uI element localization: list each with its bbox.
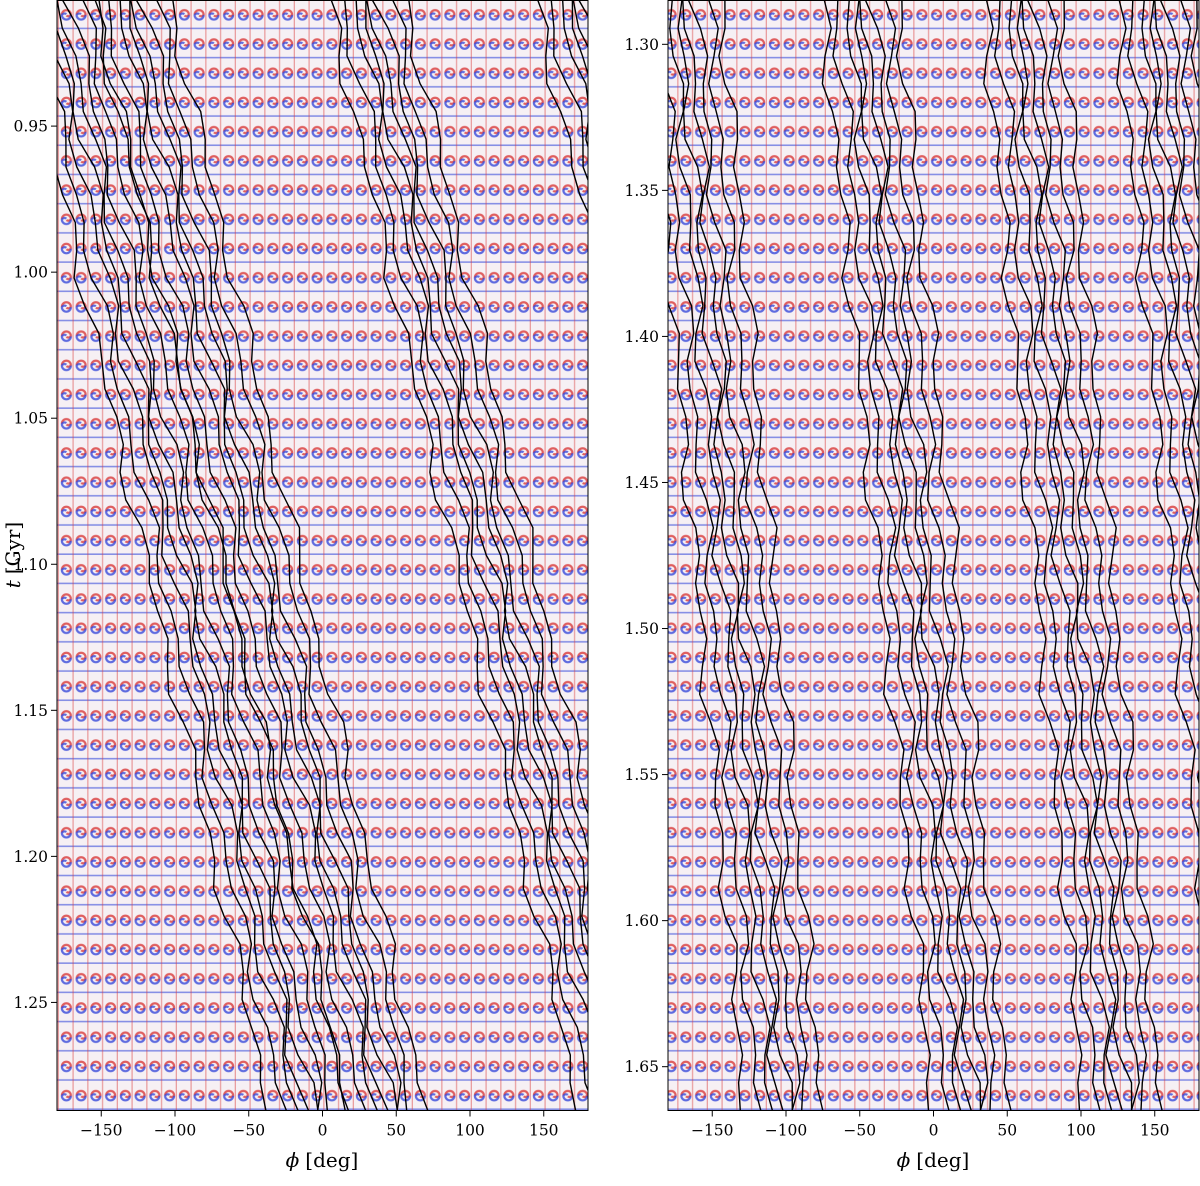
right-panel: −150 −100 −50 0 50 100 150 1.30 1.35 1.40 1.45 1.5…	[624, 1, 1200, 1173]
y-tick-label: 1.55	[624, 766, 659, 784]
left-x-axis-symbol: ϕ	[286, 1148, 300, 1172]
right-plot-area	[645, 1, 1200, 1111]
right-x-axis-unit: [deg]	[916, 1148, 969, 1172]
y-tick-label: 1.45	[624, 474, 659, 492]
x-tick-label: 0	[318, 1122, 328, 1140]
x-tick-label: 150	[529, 1122, 559, 1140]
tile-mosaic	[668, 1, 1199, 1111]
left-x-axis-label: ϕ[deg]	[286, 1148, 359, 1172]
right-y-ticks: 1.30 1.35 1.40 1.45 1.50 1.55 1.60 1.65	[624, 36, 668, 1076]
y-tick-label: 1.15	[13, 702, 48, 720]
x-tick-label: −50	[232, 1122, 265, 1140]
left-y-axis-symbol: t	[1, 579, 25, 588]
y-tick-label: 1.40	[624, 328, 659, 346]
right-x-axis-symbol: ϕ	[897, 1148, 911, 1172]
x-tick-label: −150	[80, 1122, 123, 1140]
y-tick-label: 1.00	[13, 264, 48, 282]
x-tick-label: 0	[929, 1122, 939, 1140]
left-y-axis-label: t [Gyr]	[1, 522, 25, 589]
left-x-ticks: −150 −100 −50 0 50 100 150	[80, 1111, 559, 1140]
x-tick-label: 150	[1140, 1122, 1170, 1140]
y-tick-label: 1.25	[13, 994, 48, 1012]
y-tick-label: 1.60	[624, 912, 659, 930]
x-tick-label: 50	[997, 1122, 1017, 1140]
x-tick-label: 100	[455, 1122, 485, 1140]
y-tick-label: 0.95	[13, 118, 48, 136]
x-tick-label: −150	[691, 1122, 734, 1140]
y-tick-label: 1.35	[624, 182, 659, 200]
y-tick-label: 1.30	[624, 36, 659, 54]
right-x-axis-label: ϕ[deg]	[897, 1148, 970, 1172]
y-tick-label: 1.20	[13, 848, 48, 866]
right-x-ticks: −150 −100 −50 0 50 100 150	[691, 1111, 1170, 1140]
x-tick-label: −50	[843, 1122, 876, 1140]
y-tick-label: 1.50	[624, 620, 659, 638]
x-tick-label: 100	[1066, 1122, 1096, 1140]
x-tick-label: −100	[154, 1122, 197, 1140]
left-y-axis-unit: [Gyr]	[1, 522, 25, 574]
y-tick-label: 1.65	[624, 1058, 659, 1076]
x-tick-label: −100	[765, 1122, 808, 1140]
x-tick-label: 50	[386, 1122, 406, 1140]
y-tick-label: 1.05	[13, 410, 48, 428]
left-x-axis-unit: [deg]	[305, 1148, 358, 1172]
